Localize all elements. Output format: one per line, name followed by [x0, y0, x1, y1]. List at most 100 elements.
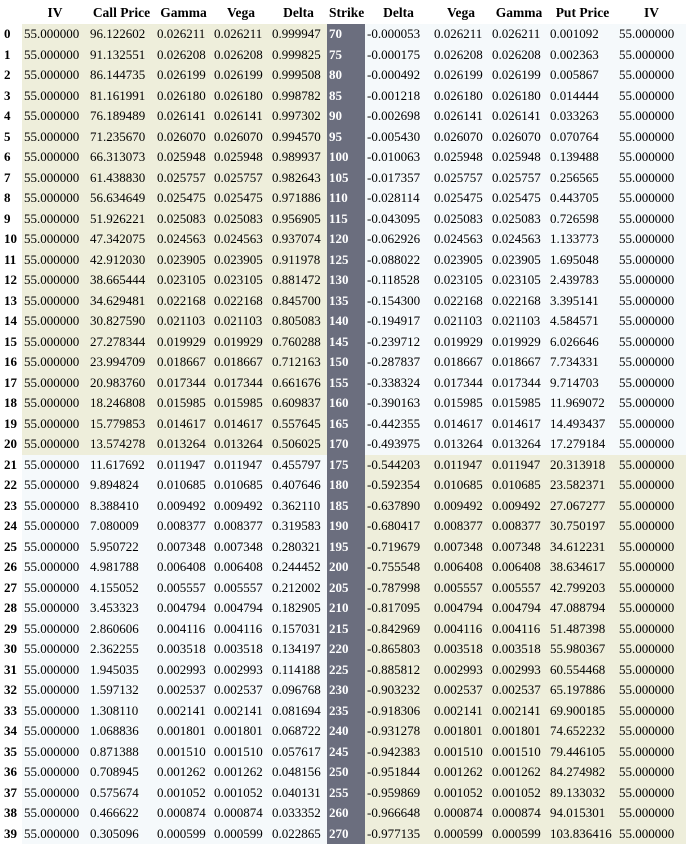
put-cell: 55.000000	[617, 495, 686, 516]
put-cell: 55.000000	[617, 393, 686, 414]
call-cell: 55.000000	[22, 331, 88, 352]
call-cell: 47.342075	[88, 229, 155, 250]
row-index: 1	[4, 46, 11, 62]
call-cell: 3.453323	[88, 598, 155, 619]
call-cell: 55.000000	[22, 823, 88, 844]
put-cell: 0.070764	[548, 126, 617, 147]
row-index: 26	[4, 559, 17, 575]
call-cell: 0.937074	[270, 229, 327, 250]
put-cell: -0.043095	[365, 208, 432, 229]
call-cell: 0.557645	[270, 413, 327, 434]
row-index: 28	[4, 600, 17, 616]
put-cell: 55.000000	[617, 434, 686, 455]
table-row: 7 55.000000 61.438830 0.025757 0.025757 0.982…	[0, 167, 686, 188]
call-cell: 55.000000	[22, 495, 88, 516]
table-row: 20 55.000000 13.574278 0.013264 0.013264 0.50…	[0, 434, 686, 455]
call-cell: 55.000000	[22, 803, 88, 824]
call-cell: 0.911978	[270, 249, 327, 270]
call-cell: 55.000000	[22, 598, 88, 619]
row-index: 24	[4, 518, 17, 534]
call-cell: 55.000000	[22, 577, 88, 598]
put-cell: 0.025083	[432, 208, 490, 229]
put-cell: 0.025475	[490, 188, 548, 209]
call-cell: 55.000000	[22, 229, 88, 250]
put-cell: -0.787998	[365, 577, 432, 598]
call-cell: 91.132551	[88, 44, 155, 65]
strike-cell: 225	[327, 659, 365, 680]
call-cell: 0.021103	[212, 311, 270, 332]
call-cell: 0.575674	[88, 782, 155, 803]
call-cell: 4.155052	[88, 577, 155, 598]
call-cell: 55.000000	[22, 24, 88, 45]
put-cell: 55.000000	[617, 147, 686, 168]
put-cell: 0.026208	[432, 44, 490, 65]
call-cell: 0.024563	[155, 229, 212, 250]
put-cell: 0.256565	[548, 167, 617, 188]
strike-cell: 200	[327, 557, 365, 578]
call-cell: 0.845700	[270, 290, 327, 311]
call-cell: 0.026211	[212, 24, 270, 45]
put-cell: 0.139488	[548, 147, 617, 168]
column-header: Put Price	[555, 5, 610, 20]
put-cell: 0.026141	[490, 106, 548, 127]
call-cell: 0.002537	[155, 680, 212, 701]
call-cell: 0.026141	[212, 106, 270, 127]
put-cell: 0.000599	[432, 823, 490, 844]
call-cell: 38.665444	[88, 270, 155, 291]
column-header: Gamma	[160, 5, 207, 20]
row-index: 31	[4, 661, 17, 677]
call-cell: 55.000000	[22, 762, 88, 783]
put-cell: -0.010063	[365, 147, 432, 168]
put-cell: 55.000000	[617, 536, 686, 557]
put-cell: 0.002537	[432, 680, 490, 701]
put-cell: 7.734331	[548, 352, 617, 373]
call-cell: 55.000000	[22, 85, 88, 106]
call-cell: 0.007348	[155, 536, 212, 557]
row-index: 12	[4, 272, 17, 288]
table-row: 19 55.000000 15.779853 0.014617 0.014617 0.55…	[0, 413, 686, 434]
put-cell: 55.000000	[617, 208, 686, 229]
row-index: 15	[4, 333, 17, 349]
put-cell: 0.019929	[490, 331, 548, 352]
call-cell: 0.057617	[270, 741, 327, 762]
strike-cell: 80	[327, 65, 365, 86]
call-cell: 0.871388	[88, 741, 155, 762]
call-cell: 0.212002	[270, 577, 327, 598]
put-cell: -0.118528	[365, 270, 432, 291]
call-cell: 0.114188	[270, 659, 327, 680]
call-cell: 0.506025	[270, 434, 327, 455]
strike-cell: 250	[327, 762, 365, 783]
table-row: 23 55.000000 8.388410 0.009492 0.009492 0.362…	[0, 495, 686, 516]
put-cell: 0.018667	[432, 352, 490, 373]
put-cell: 0.002141	[432, 700, 490, 721]
call-cell: 9.894824	[88, 475, 155, 496]
put-cell: 0.001801	[432, 721, 490, 742]
put-cell: 0.013264	[432, 434, 490, 455]
call-cell: 1.308110	[88, 700, 155, 721]
call-cell: 0.025475	[155, 188, 212, 209]
put-cell: -0.442355	[365, 413, 432, 434]
table-row: 35 55.000000 0.871388 0.001510 0.001510 0.057…	[0, 741, 686, 762]
call-cell: 0.026208	[155, 44, 212, 65]
put-cell: 0.014444	[548, 85, 617, 106]
call-cell: 0.026070	[155, 126, 212, 147]
put-cell: 55.000000	[617, 85, 686, 106]
table-row: 15 55.000000 27.278344 0.019929 0.019929 0.76…	[0, 331, 686, 352]
strike-cell: 210	[327, 598, 365, 619]
call-cell: 71.235670	[88, 126, 155, 147]
table-row: 11 55.000000 42.912030 0.023905 0.023905 0.91…	[0, 249, 686, 270]
table-row: 0 55.000000 96.122602 0.026211 0.026211 0.999…	[0, 24, 686, 45]
call-cell: 0.068722	[270, 721, 327, 742]
column-header: Gamma	[495, 5, 543, 20]
call-cell: 0.002993	[212, 659, 270, 680]
column-header: Delta	[383, 5, 414, 20]
row-index: 19	[4, 415, 17, 431]
option-chain-table: IV Call Price Gamma Vega Delta Strike Delta Veg…	[0, 2, 686, 844]
put-cell: -0.885812	[365, 659, 432, 680]
call-cell: 0.134197	[270, 639, 327, 660]
column-header: Vega	[226, 5, 255, 20]
call-cell: 0.011947	[212, 454, 270, 475]
put-cell: 55.000000	[617, 167, 686, 188]
row-index: 33	[4, 702, 17, 718]
put-cell: 4.584571	[548, 311, 617, 332]
